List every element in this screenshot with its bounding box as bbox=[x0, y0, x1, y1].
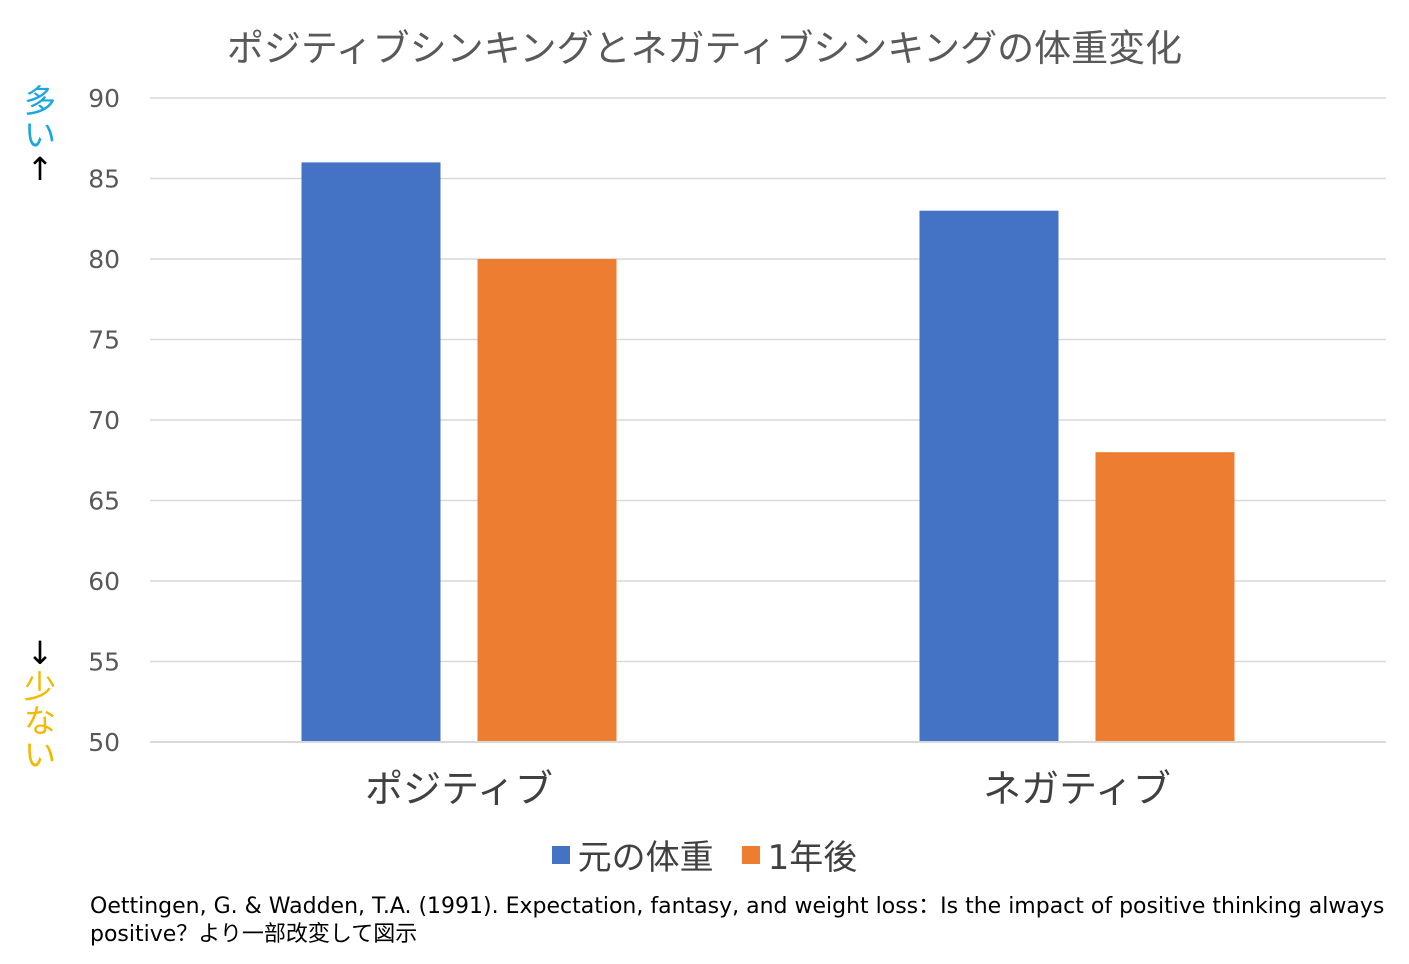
y-tick-label: 55 bbox=[88, 648, 120, 677]
legend-swatch-after-year bbox=[741, 845, 760, 864]
y-tick-label: 60 bbox=[88, 567, 120, 596]
legend-item-after-year: 1年後 bbox=[741, 830, 858, 879]
y-tick-label: 90 bbox=[88, 84, 120, 113]
legend-swatch-original bbox=[551, 845, 570, 864]
legend-label-after-year: 1年後 bbox=[767, 838, 858, 878]
high-annotation: 多 い ↑ bbox=[22, 84, 58, 186]
low-label-char-1: 少 bbox=[23, 668, 56, 706]
low-annotation: ↓ 少 な い bbox=[22, 636, 58, 772]
legend-item-original: 元の体重 bbox=[551, 830, 714, 879]
bar bbox=[477, 259, 617, 742]
x-tick-label: ネガティブ bbox=[983, 767, 1171, 811]
y-tick-label: 75 bbox=[88, 326, 120, 355]
low-label-char-2: な bbox=[23, 702, 56, 740]
high-label: 多 い bbox=[22, 84, 58, 152]
legend: 元の体重 1年後 bbox=[0, 830, 1409, 879]
down-arrow-icon: ↓ bbox=[26, 634, 54, 672]
high-label-char-2: い bbox=[23, 116, 56, 154]
bar bbox=[301, 162, 441, 742]
bar bbox=[919, 210, 1059, 742]
chart-title: ポジティブシンキングとネガティブシンキングの体重変化 bbox=[226, 27, 1183, 70]
y-tick-label: 85 bbox=[88, 165, 120, 194]
source-note: Oettingen, G. & Wadden, T.A. (1991). Exp… bbox=[90, 894, 1385, 947]
y-tick-label: 70 bbox=[88, 406, 120, 435]
legend-label-original: 元の体重 bbox=[577, 838, 714, 878]
high-label-char-1: 多 bbox=[23, 82, 56, 120]
up-arrow-icon: ↑ bbox=[26, 150, 54, 188]
y-tick-label: 80 bbox=[88, 245, 120, 274]
y-tick-label: 65 bbox=[88, 487, 120, 516]
low-label-char-3: い bbox=[23, 736, 56, 774]
x-tick-label: ポジティブ bbox=[365, 767, 553, 811]
bar bbox=[1095, 452, 1235, 742]
low-label: 少 な い bbox=[22, 670, 58, 772]
y-tick-label: 50 bbox=[88, 728, 120, 757]
